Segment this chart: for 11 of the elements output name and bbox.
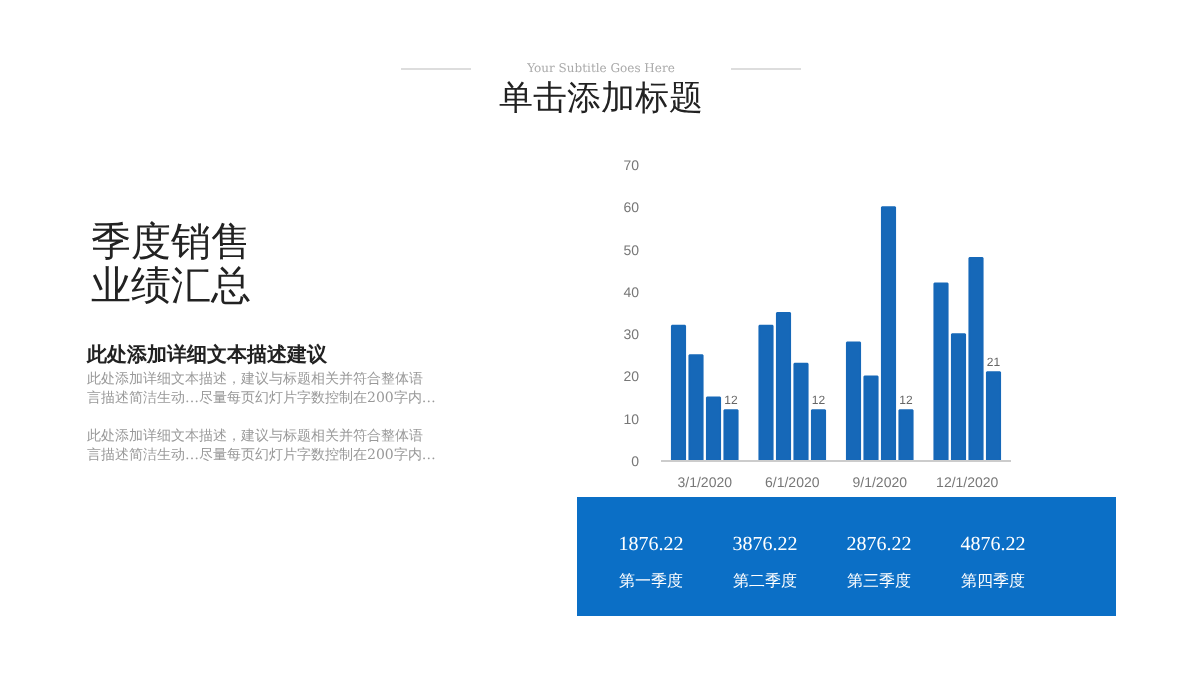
category-label: 第四季度 [961, 572, 1025, 590]
data-label: 1876.22 [618, 534, 684, 556]
data-label: 2876.22 [846, 534, 912, 556]
text: 季度销售业绩汇总 [91, 216, 251, 309]
category-label: 第三季度 [847, 572, 911, 590]
data-label: 3876.22 [732, 534, 798, 556]
data-label: 4876.22 [960, 534, 1026, 556]
chart-title: 单击添加标题 [499, 79, 703, 119]
category-label: 第二季度 [733, 572, 797, 590]
category-label: 第一季度 [619, 572, 683, 590]
text: 此处添加详细文本描述建议 [85, 342, 329, 367]
